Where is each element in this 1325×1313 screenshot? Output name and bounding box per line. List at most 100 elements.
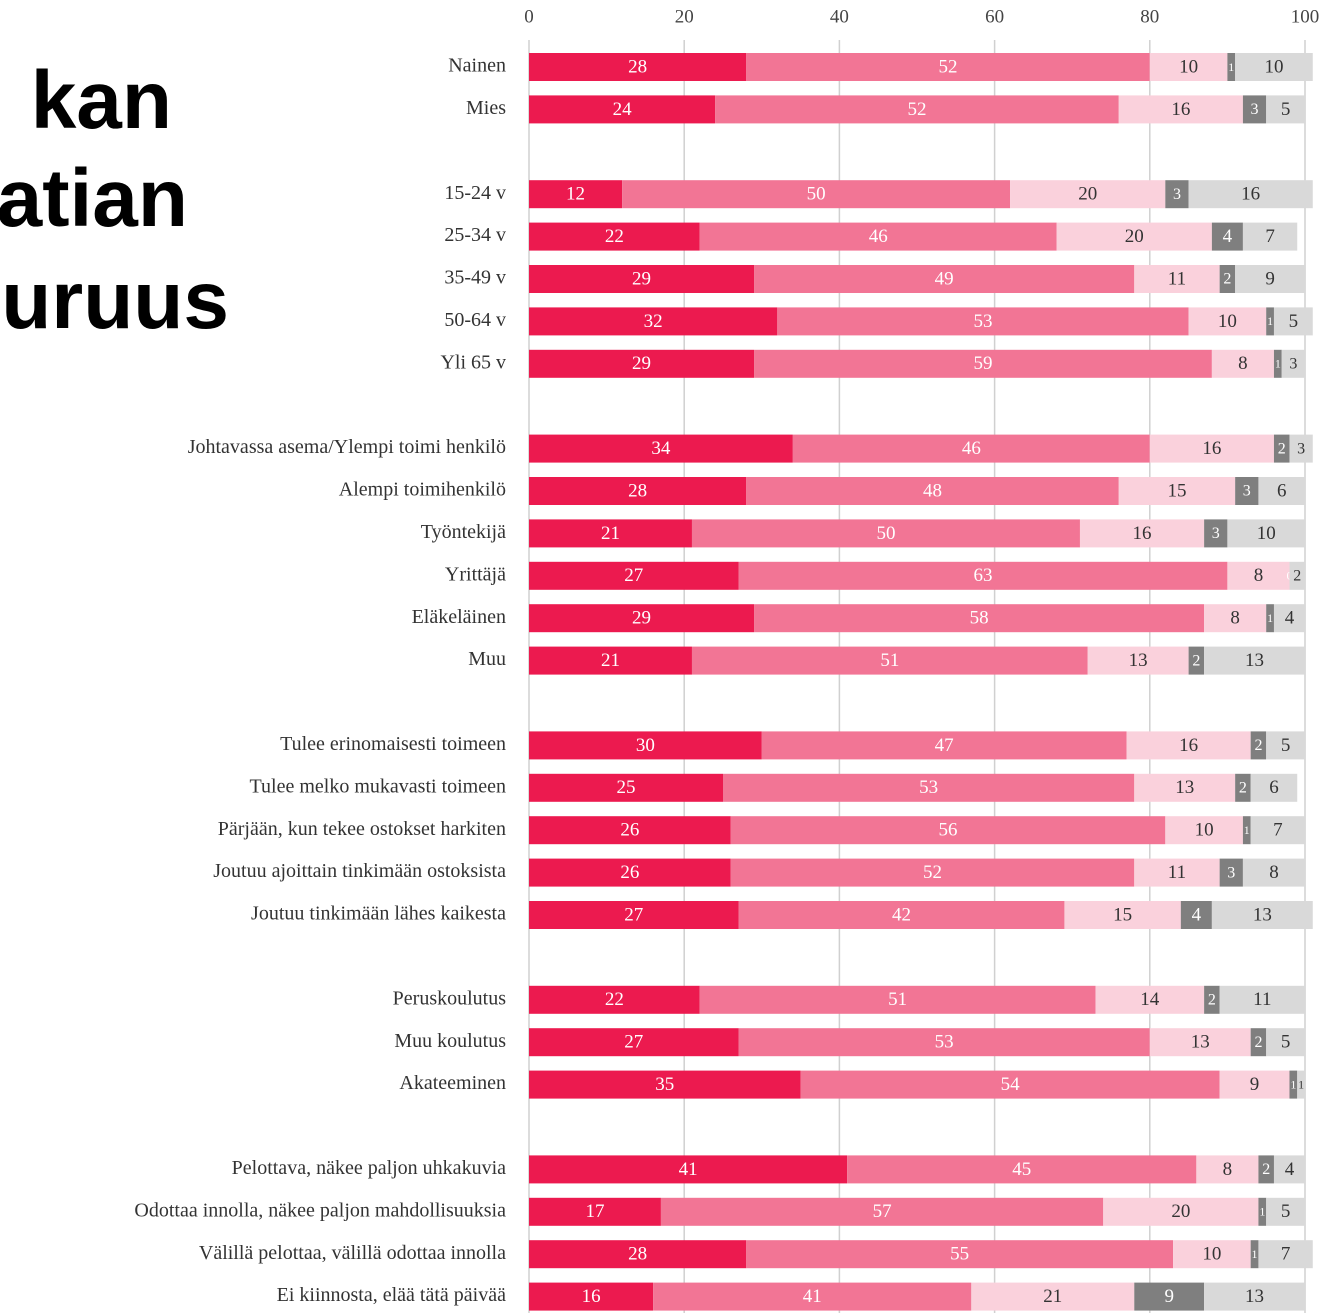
- category-label: Yrittäjä: [445, 563, 506, 585]
- data-label: 8: [1269, 862, 1279, 883]
- bar-segment: [1149, 434, 1274, 463]
- data-label: 11: [1168, 862, 1186, 883]
- bar-segment: [1242, 222, 1298, 251]
- data-label: 42: [892, 904, 911, 925]
- bar-segment: [529, 858, 731, 887]
- bar-segment: [529, 1282, 654, 1311]
- data-label: 6: [1277, 480, 1287, 501]
- bar-segment: [1273, 1155, 1305, 1184]
- data-label: 1: [1228, 60, 1234, 74]
- data-label: 2: [1262, 1161, 1270, 1178]
- data-label: 27: [624, 1032, 643, 1053]
- bar-segment: [1149, 1028, 1251, 1057]
- category-label: Tulee melko mukavasti toimeen: [250, 775, 506, 797]
- data-label: 63: [973, 565, 992, 586]
- data-label: 3: [1297, 440, 1305, 457]
- bar-segment: [1204, 646, 1305, 675]
- data-label: 8: [1238, 353, 1248, 374]
- data-label: 35: [655, 1074, 674, 1095]
- data-label: 11: [1168, 268, 1186, 289]
- data-label: 49: [935, 268, 954, 289]
- data-label: 2: [1192, 652, 1200, 669]
- bar-segment: [1266, 604, 1274, 633]
- data-label: 1: [1298, 1077, 1304, 1091]
- bar-segment: [529, 604, 755, 633]
- bar-segment: [1289, 434, 1313, 463]
- data-label: 52: [923, 862, 942, 883]
- bar-segment: [1149, 53, 1228, 81]
- bar-segment: [1165, 816, 1243, 845]
- data-label: 5: [1281, 99, 1291, 120]
- data-label: 20: [1171, 1201, 1190, 1222]
- data-label: 1: [1267, 611, 1273, 625]
- data-label: 52: [939, 56, 958, 77]
- data-label: 51: [888, 989, 907, 1010]
- bar-segment: [1258, 477, 1305, 505]
- data-label: 1: [1267, 314, 1273, 328]
- data-label: 3: [1251, 101, 1259, 118]
- data-label: 55: [950, 1244, 969, 1265]
- category-label: Pärjään, kun tekee ostokset harkiten: [218, 818, 506, 840]
- bar-segment: [1266, 1028, 1305, 1057]
- data-label: 1: [1275, 357, 1281, 371]
- category-label: Muu: [468, 648, 506, 670]
- data-label: 17: [585, 1201, 604, 1222]
- category-label: Eläkeläinen: [412, 606, 506, 628]
- data-label: 53: [919, 777, 938, 798]
- data-label: 14: [1140, 989, 1160, 1010]
- category-label: Peruskoulutus: [393, 987, 507, 1009]
- data-label: 16: [1133, 523, 1152, 544]
- bar-segment: [754, 265, 1135, 293]
- data-label: 2: [1293, 567, 1301, 584]
- data-label: 10: [1257, 523, 1276, 544]
- data-label: 10: [1264, 56, 1283, 77]
- bar-segment: [1204, 985, 1220, 1014]
- bar-segment: [1219, 985, 1305, 1014]
- data-label: 13: [1245, 650, 1264, 671]
- bar-segment: [1204, 519, 1228, 548]
- bar-segment: [715, 95, 1119, 124]
- data-label: 16: [1241, 184, 1260, 205]
- data-label: 8: [1254, 565, 1264, 586]
- data-label: 16: [1171, 99, 1190, 120]
- data-label: 20: [1078, 184, 1097, 205]
- bar-segment: [1297, 1070, 1305, 1099]
- bar-segment: [1134, 858, 1220, 887]
- category-label: 15-24 v: [444, 182, 506, 204]
- data-label: 57: [873, 1201, 892, 1222]
- data-label: 22: [605, 989, 624, 1010]
- category-label: Tulee erinomaisesti toimeen: [280, 733, 506, 755]
- data-label: 7: [1273, 820, 1283, 841]
- category-label: Joutuu ajoittain tinkimään ostoksista: [213, 860, 506, 882]
- bar-segment: [1173, 1240, 1251, 1269]
- bar-segment: [738, 1028, 1150, 1057]
- x-tick-label: 60: [985, 6, 1004, 27]
- bar-segment: [699, 985, 1096, 1014]
- data-label: 4: [1285, 608, 1295, 629]
- bar-segment: [529, 1197, 661, 1226]
- bar-segment: [1087, 646, 1189, 675]
- bar-segment: [1118, 95, 1243, 124]
- data-label: 41: [803, 1286, 822, 1307]
- bar-segment: [1064, 901, 1181, 929]
- bar-segment: [622, 180, 1011, 209]
- data-label: 59: [973, 353, 992, 374]
- bar-segment: [529, 1240, 747, 1269]
- bar-segment: [529, 1070, 801, 1099]
- data-label: 29: [632, 268, 651, 289]
- bar-segment: [1211, 222, 1243, 251]
- data-label: 3: [1212, 525, 1220, 542]
- bar-segment: [1103, 1197, 1259, 1226]
- data-label: 28: [628, 56, 647, 77]
- bar-segment: [529, 307, 778, 336]
- data-label: 45: [1012, 1159, 1031, 1180]
- bar-segment: [777, 307, 1189, 336]
- x-tick-label: 100: [1291, 6, 1320, 27]
- data-label: 34: [651, 438, 671, 459]
- data-label: 26: [620, 820, 639, 841]
- bar-segment: [1250, 773, 1298, 802]
- bar-segment: [1227, 561, 1290, 590]
- bar-segment: [1242, 858, 1305, 887]
- bar-segment: [1219, 265, 1236, 293]
- bar-segment: [1227, 53, 1236, 81]
